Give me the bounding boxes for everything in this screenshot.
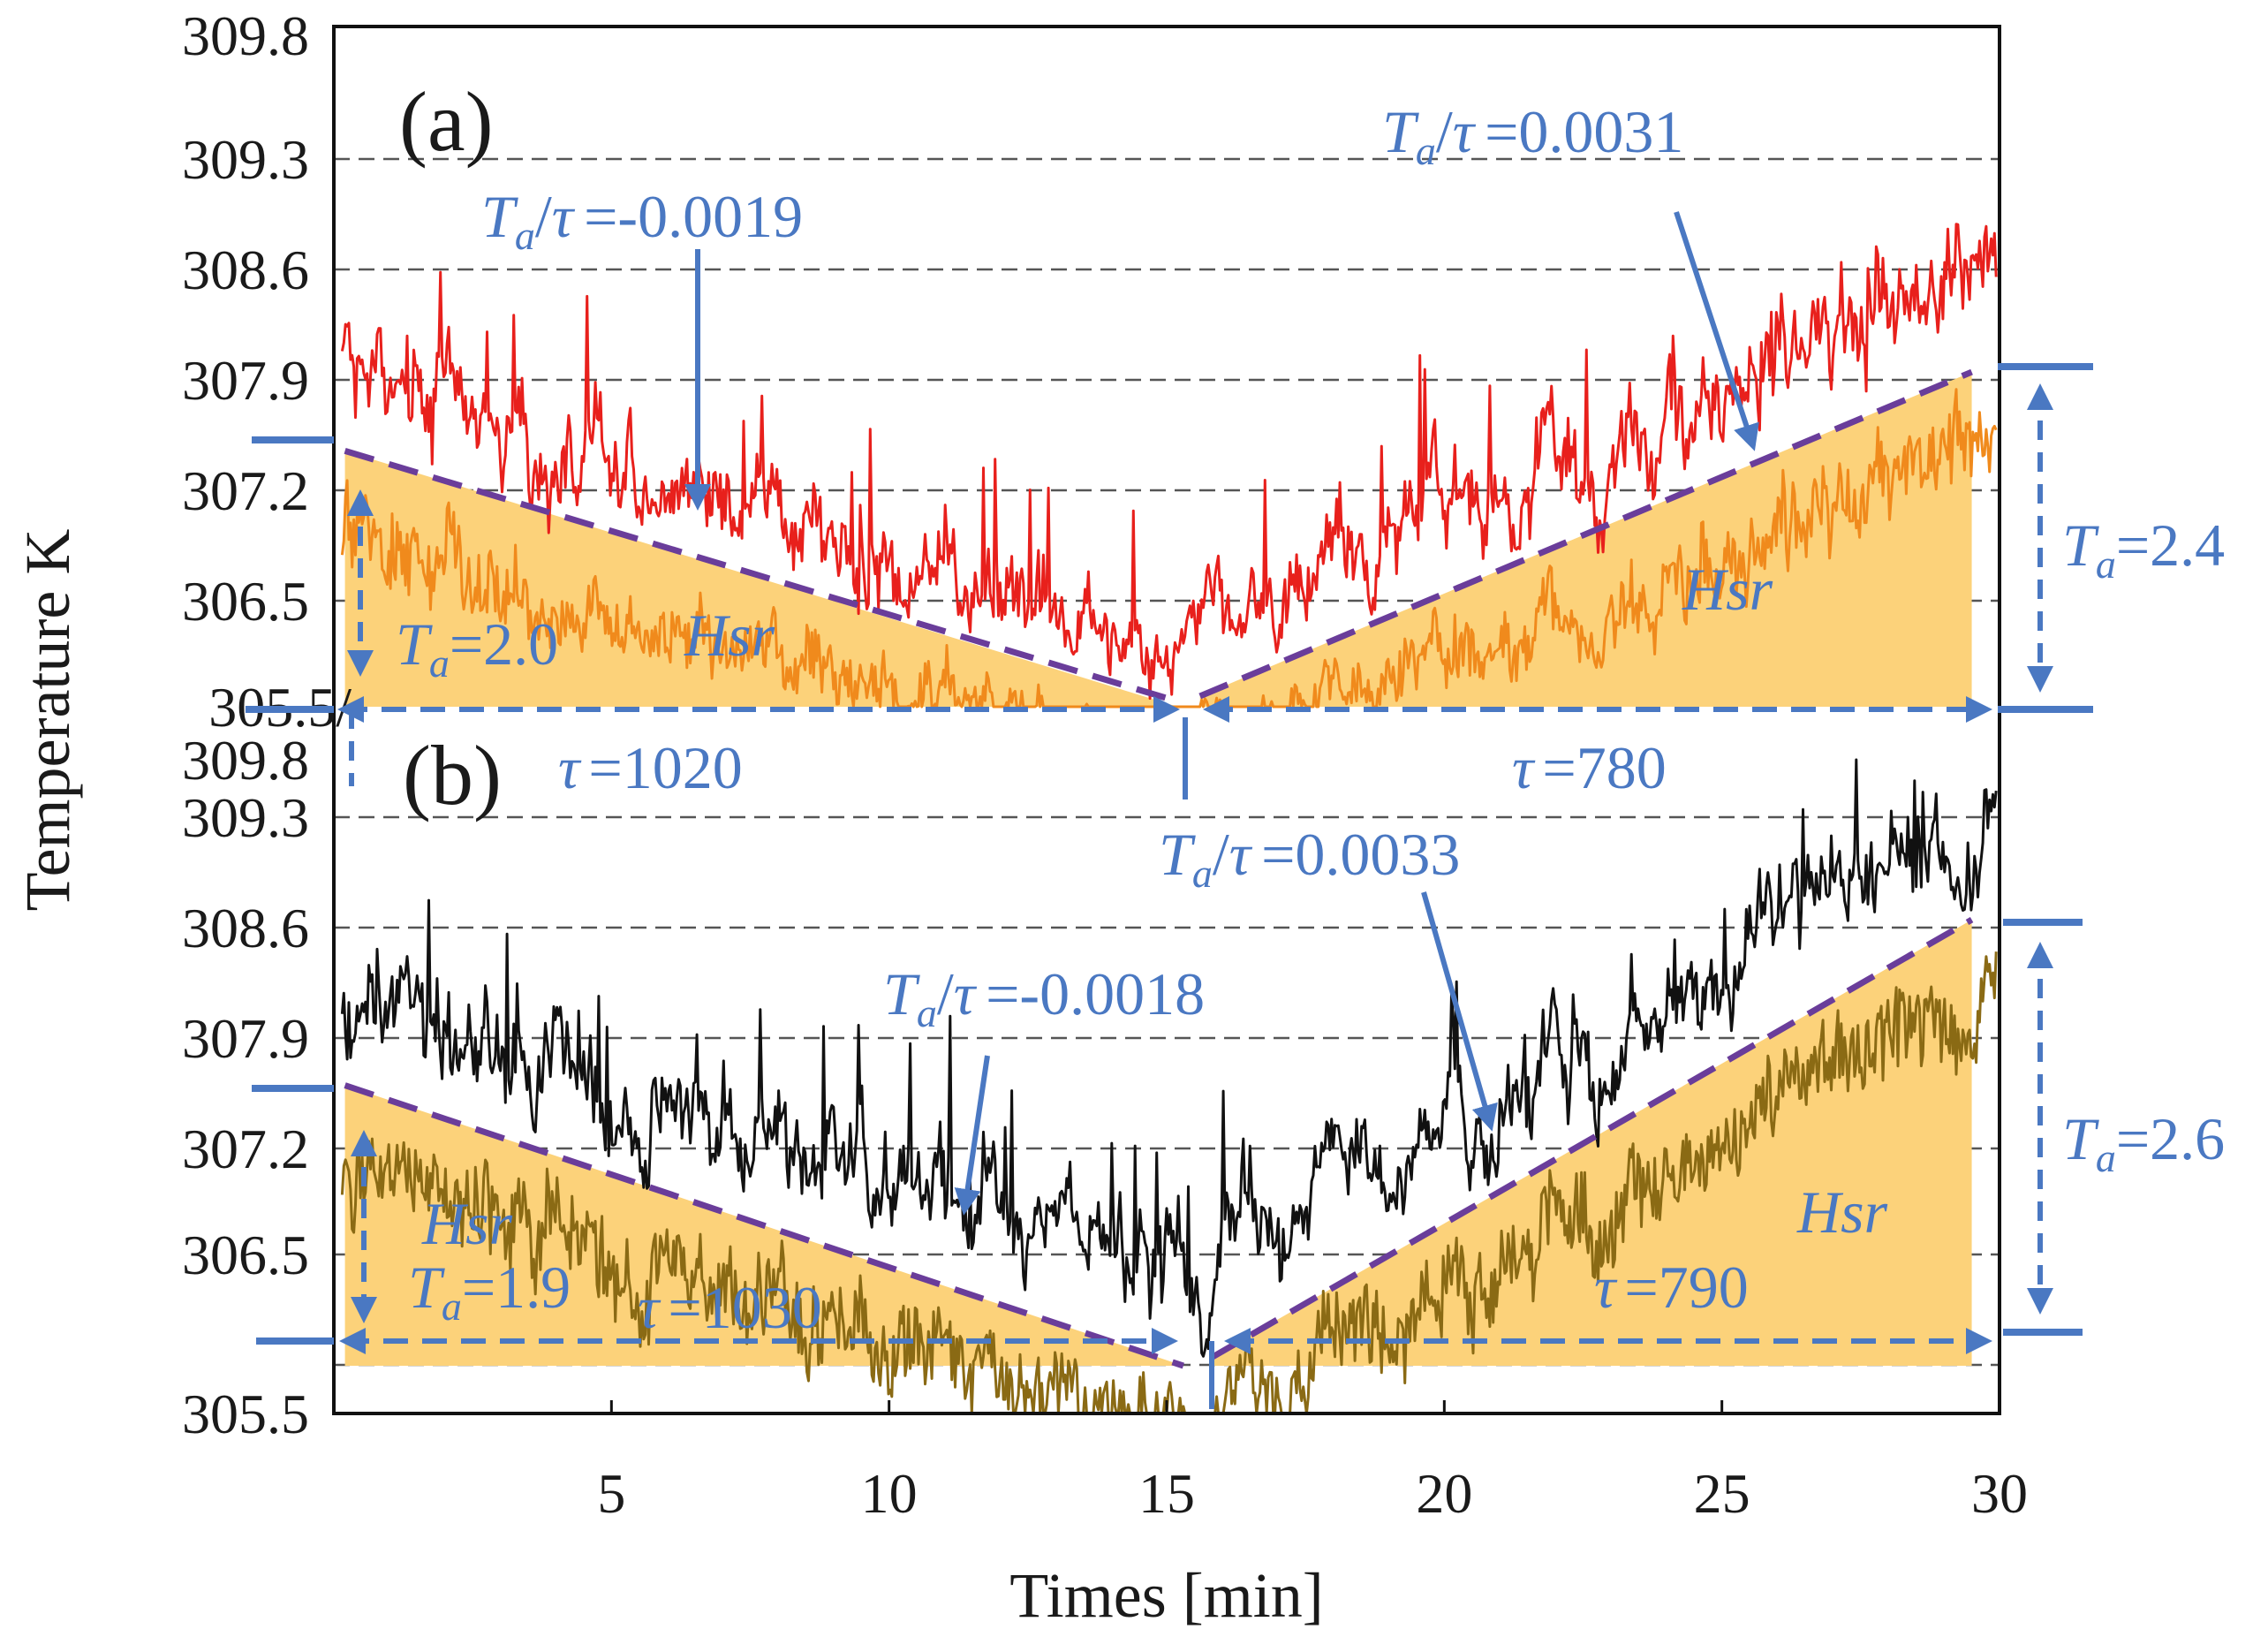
slope-label-b-left: Ta/τ =-0.0018 bbox=[883, 960, 1205, 1035]
slope-label-a-right: Ta/τ =0.0031 bbox=[1382, 98, 1683, 173]
panel-label-b: (b) bbox=[403, 728, 502, 822]
signal-line-a bbox=[340, 223, 1998, 701]
series-panel-b bbox=[340, 758, 1998, 1358]
y-axis-title: Temperature K bbox=[12, 529, 83, 912]
x-tick-label-4: 25 bbox=[1694, 1462, 1750, 1525]
y-tick-b-4: 307.2 bbox=[182, 1118, 309, 1180]
slope-label-a-left: Ta/τ =-0.0019 bbox=[481, 183, 803, 258]
ta-label-a-right: Ta=2.4 bbox=[2062, 512, 2225, 587]
hsr-label-b-right: Hsr bbox=[1796, 1178, 1888, 1246]
y-tick-b-0: 309.8 bbox=[182, 729, 309, 792]
tau-label-a-left: τ =1020 bbox=[558, 734, 743, 801]
y-tick-a-2: 308.6 bbox=[182, 239, 309, 301]
signal-line-b bbox=[340, 758, 1998, 1358]
y-tick-b-6: 305.5 bbox=[182, 1383, 309, 1445]
trend-line-a-1 bbox=[1198, 368, 1973, 700]
y-tick-a-4: 307.2 bbox=[182, 459, 309, 522]
trend-line-a-0 bbox=[344, 448, 1179, 705]
y-tick-a-1: 309.3 bbox=[182, 128, 309, 191]
y-tick-a-5: 306.5 bbox=[182, 570, 309, 633]
slope-arrow-b-left bbox=[954, 1055, 990, 1216]
tau-label-b-right: τ =790 bbox=[1594, 1254, 1749, 1321]
slope-arrow-b-right bbox=[1421, 891, 1498, 1132]
tau-label-a-right: τ =780 bbox=[1512, 734, 1667, 801]
under-fill-signal-b bbox=[340, 951, 1998, 1415]
slope-label-b-right: Ta/τ =0.0033 bbox=[1159, 821, 1460, 896]
x-tick-label-0: 5 bbox=[597, 1462, 625, 1525]
hsr-label-a-left: Hsr bbox=[684, 602, 775, 669]
ta-label-b-left: Ta=1.9 bbox=[408, 1254, 571, 1329]
y-tick-b-1: 309.3 bbox=[182, 786, 309, 849]
y-tick-a-3: 307.9 bbox=[182, 349, 309, 412]
x-tick-label-5: 30 bbox=[1971, 1462, 2028, 1525]
ta-label-a-left: Ta=2.0 bbox=[396, 610, 558, 686]
trend-line-b-0 bbox=[344, 1082, 1184, 1369]
hsr-label-b-left: Hsr bbox=[421, 1190, 513, 1257]
ta-label-b-right: Ta=2.6 bbox=[2062, 1105, 2225, 1180]
x-tick-label-3: 20 bbox=[1416, 1462, 1472, 1525]
trend-lines-panel-b bbox=[344, 917, 1974, 1369]
under-fill-signal-panel-b bbox=[340, 951, 1998, 1415]
slope-arrow-a-right bbox=[1674, 211, 1759, 451]
y-tick-b-5: 306.5 bbox=[182, 1224, 309, 1286]
x-ticks: 5 10 15 20 25 30 bbox=[597, 1400, 2028, 1525]
x-axis-title: Times [min] bbox=[1009, 1560, 1323, 1631]
y-tick-b-2: 308.6 bbox=[182, 897, 309, 959]
series-panel-a bbox=[340, 223, 1998, 701]
y-tick-b-3: 307.9 bbox=[182, 1007, 309, 1070]
trend-line-b-1 bbox=[1209, 917, 1974, 1361]
x-tick-label-1: 10 bbox=[861, 1462, 918, 1525]
panel-label-a: (a) bbox=[399, 74, 494, 169]
trend-lines-panel-a bbox=[344, 368, 1973, 705]
x-tick-label-2: 15 bbox=[1138, 1462, 1195, 1525]
y-tick-a-0: 309.8 bbox=[182, 4, 309, 67]
hsr-label-a-right: Hsr bbox=[1682, 556, 1773, 623]
hsr-region-b-0 bbox=[344, 1085, 1183, 1366]
